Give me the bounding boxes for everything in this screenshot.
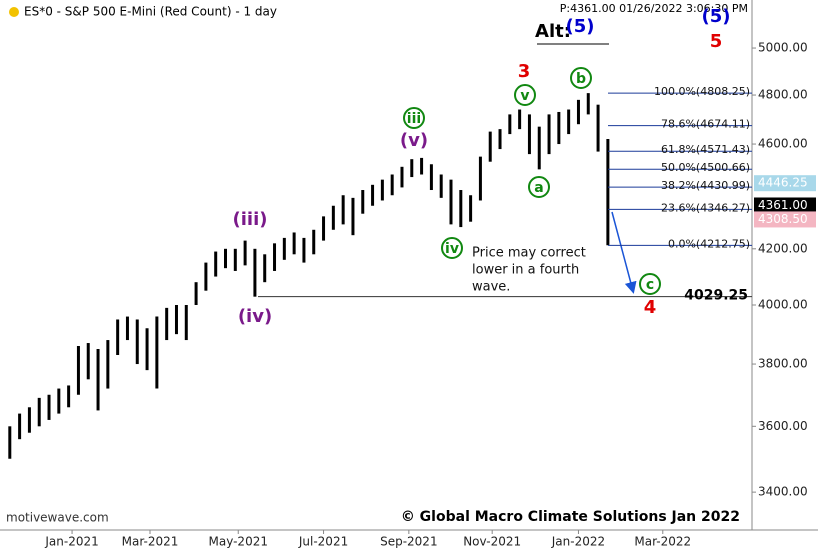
wave-label: iii [407, 111, 421, 127]
y-tick-label: 4200.00 [758, 241, 808, 255]
wave-label: (iii) [233, 209, 268, 230]
fib-label: 78.6%(4674.11) [661, 118, 750, 131]
wave-label: (5) [702, 6, 731, 27]
y-tick-label: 3600.00 [758, 419, 808, 433]
price-marker-label: 4308.50 [758, 212, 808, 226]
x-tick-label: Nov-2021 [463, 535, 521, 549]
y-tick-label: 4800.00 [758, 88, 808, 102]
copyright: © Global Macro Climate Solutions Jan 202… [401, 509, 740, 525]
wave-circle [528, 176, 550, 198]
x-tick-label: May-2021 [209, 535, 268, 549]
wave-label: (iv) [238, 306, 272, 327]
wave-circle [441, 237, 463, 259]
fib-label: 61.8%(4571.43) [661, 143, 750, 156]
projection-arrow [611, 211, 637, 294]
price-marker [754, 175, 816, 192]
chart-title: ES*0 - S&P 500 E-Mini (Red Count) - 1 da… [24, 5, 277, 19]
fib-label: 100.0%(4808.25) [654, 85, 750, 98]
y-tick-label: 4000.00 [758, 297, 808, 311]
x-tick-label: Jan-2022 [551, 535, 605, 549]
wave-label: a [534, 180, 543, 196]
x-tick-label: Sep-2021 [380, 535, 438, 549]
wave-label: v [520, 88, 529, 104]
wave-circle [403, 107, 425, 129]
wave-circle [514, 84, 536, 106]
x-tick-label: Jul-2021 [298, 535, 348, 549]
fib-label: 50.0%(4500.66) [661, 161, 750, 174]
status: P:4361.00 01/26/2022 3:06:30 PM [560, 2, 748, 15]
wave-circle [570, 67, 592, 89]
wave-label: (5) [566, 16, 595, 37]
wave-label: 5 [710, 31, 723, 52]
y-tick-label: 4600.00 [758, 137, 808, 151]
note-line: wave. [472, 280, 510, 295]
support-label: 4029.25 [684, 288, 748, 304]
fib-label: 23.6%(4346.27) [661, 201, 750, 214]
price-marker-label: 4446.25 [758, 176, 808, 190]
x-tick-label: Mar-2022 [634, 535, 691, 549]
x-tick-label: Jan-2021 [44, 535, 98, 549]
price-marker [754, 197, 816, 214]
status-dot [9, 7, 19, 17]
fib-label: 0.0%(4212.75) [668, 237, 750, 250]
note-line: lower in a fourth [472, 263, 579, 278]
fib-label: 38.2%(4430.99) [661, 179, 750, 192]
wave-label: b [576, 71, 586, 87]
y-tick-label: 3800.00 [758, 357, 808, 371]
note-line: Price may correct [472, 246, 586, 261]
y-tick-label: 3400.00 [758, 485, 808, 499]
wave-label: 4 [644, 297, 657, 318]
wave-label: 3 [518, 61, 531, 82]
price-marker-label: 4361.00 [758, 198, 808, 212]
wave-label: iv [445, 241, 459, 257]
wave-label: (v) [400, 130, 428, 151]
wave-circle [639, 273, 661, 295]
price-marker [754, 211, 816, 228]
y-tick-label: 5000.00 [758, 41, 808, 55]
wave-label: Alt: [535, 21, 571, 42]
watermark: motivewave.com [6, 511, 109, 525]
wave-label: c [646, 277, 654, 293]
x-tick-label: Mar-2021 [122, 535, 179, 549]
